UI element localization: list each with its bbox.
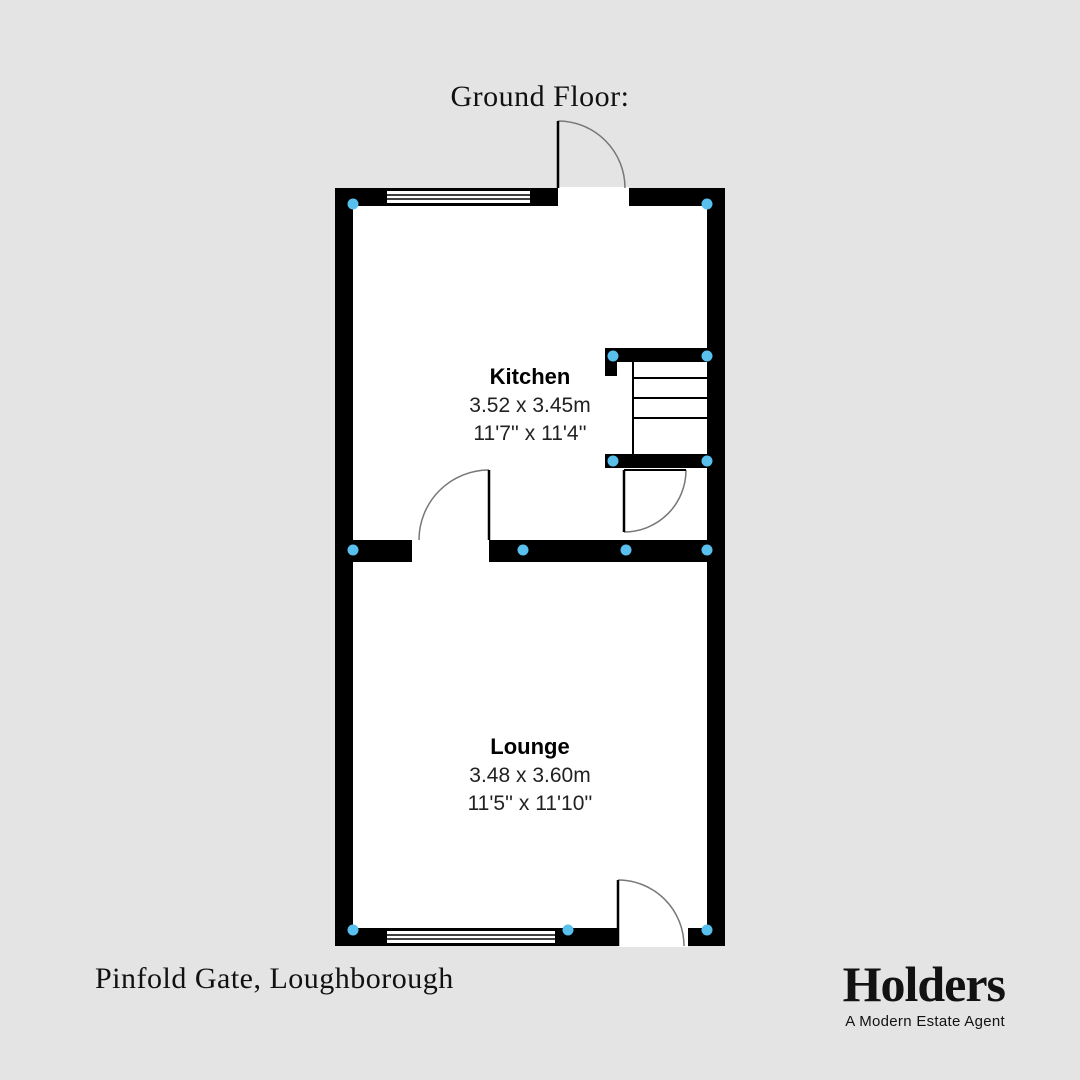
lounge-name: Lounge [400,732,660,762]
property-address: Pinfold Gate, Loughborough [95,962,454,996]
kitchen-name: Kitchen [400,362,660,392]
lounge-label: Lounge 3.48 x 3.60m 11'5'' x 11'10'' [400,732,660,818]
floor-title: Ground Floor: [0,80,1080,114]
brand-block: Holders A Modern Estate Agent [843,955,1005,1030]
floor-plan [0,0,1080,1080]
kitchen-dim-m: 3.52 x 3.45m [400,392,660,420]
lounge-dim-ft: 11'5'' x 11'10'' [400,790,660,818]
brand-tagline: A Modern Estate Agent [843,1013,1005,1030]
brand-name: Holders [843,955,1005,1013]
kitchen-label: Kitchen 3.52 x 3.45m 11'7'' x 11'4'' [400,362,660,448]
kitchen-dim-ft: 11'7'' x 11'4'' [400,420,660,448]
lounge-dim-m: 3.48 x 3.60m [400,762,660,790]
